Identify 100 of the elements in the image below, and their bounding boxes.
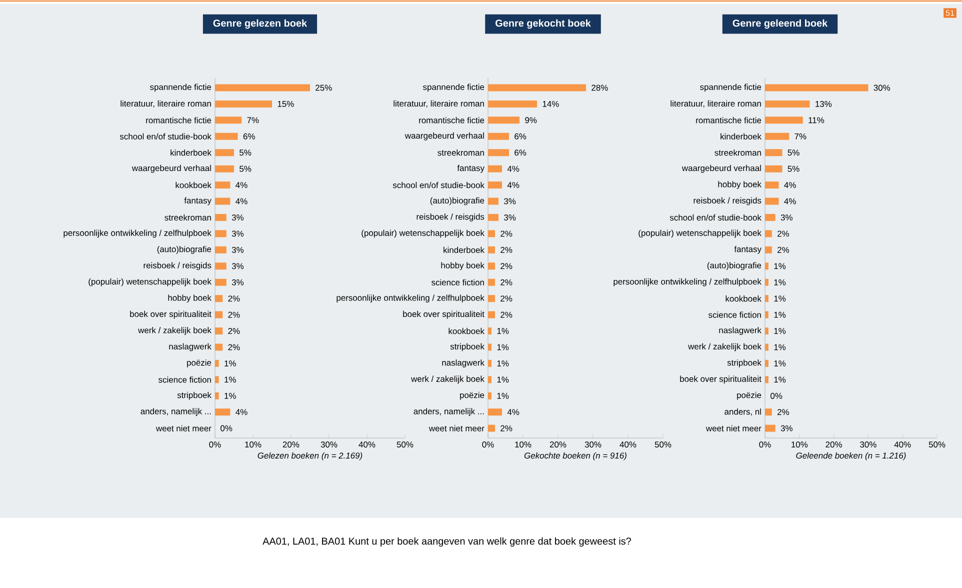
bar — [215, 149, 234, 156]
bar — [765, 295, 768, 302]
bar — [488, 360, 492, 367]
y-tick-label: kookboek — [448, 328, 484, 334]
data-label: 1% — [224, 392, 236, 399]
y-tick-label: streekroman — [714, 149, 761, 156]
x-tick-label: 10% — [515, 442, 532, 448]
y-tick-label: waargebeurd verhaal — [682, 164, 761, 173]
y-tick-label: waargebeurd verhaal — [404, 132, 484, 140]
y-tick-label: (auto)biografie — [157, 246, 212, 254]
bar — [765, 84, 868, 92]
y-tick-label: poëzie — [737, 392, 762, 400]
data-label: 1% — [774, 328, 786, 334]
y-tick-label: streekroman — [438, 149, 484, 156]
bar — [215, 344, 223, 351]
bar — [215, 182, 230, 189]
data-label: 2% — [500, 312, 512, 318]
x-tick-label: 20% — [282, 442, 300, 448]
x-axis-title: Geleende boeken (n = 1.216) — [796, 452, 906, 460]
bar — [215, 262, 226, 270]
y-tick-label: spannende fictie — [150, 84, 212, 92]
bar — [765, 327, 768, 334]
bar — [215, 408, 230, 416]
data-label: 1% — [774, 312, 786, 318]
bar — [765, 116, 803, 124]
data-label: 5% — [240, 166, 252, 172]
y-tick-label: kookboek — [726, 295, 762, 302]
y-tick-label: waargebeurd verhaal — [132, 164, 211, 173]
bar — [488, 182, 502, 189]
y-tick-label: persoonlijke ontwikkeling / zelfhulpboek — [336, 294, 484, 302]
data-label: 4% — [784, 182, 796, 188]
bar — [765, 408, 772, 416]
y-tick-label: naslagwerk — [719, 327, 762, 335]
bar — [765, 132, 790, 140]
y-tick-label: persoonlijke ontwikkeling / zelfhulpboek — [614, 278, 762, 286]
y-tick-label: hobby boek — [441, 262, 484, 270]
data-label: 6% — [514, 133, 526, 140]
data-label: 9% — [525, 117, 537, 124]
data-label: 2% — [778, 246, 790, 253]
data-label: 5% — [788, 166, 800, 172]
x-tick-label: 0% — [482, 442, 494, 448]
data-label: 3% — [504, 214, 516, 220]
y-tick-label: school en/of studie-book — [120, 133, 212, 140]
data-label: 1% — [224, 376, 236, 383]
bar — [488, 295, 496, 302]
y-tick-label: (auto)biografie — [430, 197, 484, 206]
data-label: 3% — [232, 214, 244, 220]
bar — [488, 327, 492, 334]
y-tick-label: spannende fictie — [423, 84, 484, 92]
y-tick-label: boek over spiritualiteit — [680, 376, 762, 384]
y-tick-label: (populair) wetenschappelijk boek — [362, 230, 484, 238]
bar — [765, 214, 776, 221]
y-tick-label: reisboek / reisgids — [694, 197, 762, 206]
data-label: 4% — [507, 166, 520, 172]
y-tick-label: streekroman — [164, 214, 211, 221]
bar — [488, 100, 538, 108]
y-tick-label: school en/of studie-book — [392, 182, 484, 188]
y-tick-label: (populair) wetenschappelijk boek — [638, 230, 762, 238]
bar — [215, 327, 223, 334]
bar — [765, 311, 768, 318]
data-label: 0% — [220, 425, 232, 432]
bar — [215, 84, 310, 92]
bar — [765, 149, 782, 156]
data-label: 1% — [497, 376, 509, 383]
y-tick-label: fantasy — [457, 164, 484, 173]
x-tick-label: 10% — [792, 442, 808, 448]
data-label: 1% — [774, 279, 786, 286]
data-label: 7% — [247, 117, 259, 124]
y-tick-label: spannende fictie — [700, 84, 762, 92]
bar — [765, 360, 768, 367]
chart-title: Genre gekocht boek — [496, 19, 591, 29]
bar — [488, 344, 492, 351]
data-label: 3% — [232, 230, 244, 237]
bar — [488, 198, 499, 205]
x-tick-label: 40% — [620, 442, 636, 448]
y-tick-label: stripboek — [450, 343, 484, 352]
y-tick-label: naslagwerk — [442, 359, 484, 368]
y-tick-label: kinderboek — [170, 149, 212, 156]
data-label: 1% — [774, 263, 786, 270]
data-label: 3% — [232, 279, 244, 286]
x-tick-label: 0% — [209, 442, 221, 448]
data-label: 2% — [500, 425, 512, 432]
data-label: 1% — [497, 392, 509, 399]
bar — [215, 116, 242, 124]
bar — [215, 278, 226, 286]
data-label: 11% — [808, 117, 824, 124]
y-tick-label: science fiction — [708, 312, 761, 318]
y-tick-label: romantische fictie — [419, 117, 484, 124]
bar — [765, 376, 768, 384]
bar — [488, 149, 510, 156]
y-tick-label: poëzie — [460, 392, 484, 400]
bar — [215, 230, 226, 238]
data-label: 2% — [778, 409, 790, 416]
bar — [488, 214, 499, 221]
bar — [765, 278, 768, 286]
data-label: 25% — [316, 84, 332, 91]
data-label: 1% — [497, 344, 509, 350]
y-tick-label: literatuur, literaire roman — [670, 100, 761, 108]
bar — [488, 246, 496, 254]
data-label: 3% — [232, 263, 244, 270]
